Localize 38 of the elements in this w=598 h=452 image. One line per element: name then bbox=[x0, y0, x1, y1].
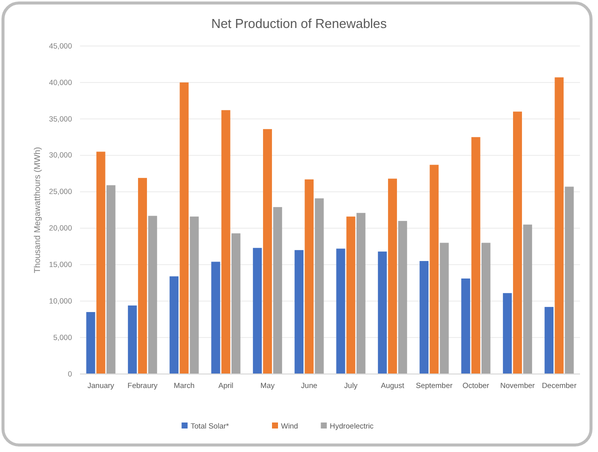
bar bbox=[378, 252, 387, 374]
bar bbox=[544, 306, 554, 374]
bar bbox=[523, 224, 532, 374]
bar bbox=[461, 278, 470, 374]
bar bbox=[86, 312, 96, 374]
bar bbox=[471, 137, 480, 374]
bar bbox=[430, 164, 439, 374]
bar bbox=[221, 110, 230, 374]
bar bbox=[138, 178, 147, 374]
bar bbox=[273, 207, 282, 374]
bar bbox=[263, 129, 272, 374]
bar bbox=[388, 178, 397, 374]
bar bbox=[346, 216, 356, 374]
bar bbox=[252, 248, 262, 374]
chart-title: Net Production of Renewables bbox=[211, 16, 388, 31]
bar bbox=[420, 261, 428, 374]
bar bbox=[170, 276, 178, 374]
bar bbox=[148, 216, 158, 374]
bar bbox=[294, 250, 304, 374]
bar bbox=[513, 112, 522, 374]
bar bbox=[502, 293, 512, 374]
bar bbox=[440, 242, 449, 374]
bar bbox=[336, 248, 346, 374]
bar bbox=[106, 185, 116, 374]
bar bbox=[304, 179, 314, 374]
y-axis-title: Thousand Megawatthours (MWh) bbox=[32, 146, 42, 274]
bar bbox=[356, 212, 366, 374]
bar bbox=[211, 262, 220, 374]
bar bbox=[96, 152, 106, 374]
bar bbox=[128, 305, 137, 374]
bar bbox=[314, 198, 324, 374]
bar bbox=[398, 220, 408, 374]
bar bbox=[190, 216, 199, 374]
bar bbox=[180, 82, 189, 374]
bar bbox=[554, 77, 564, 374]
bar bbox=[482, 242, 490, 374]
bar bbox=[564, 186, 574, 374]
bar bbox=[232, 233, 240, 374]
